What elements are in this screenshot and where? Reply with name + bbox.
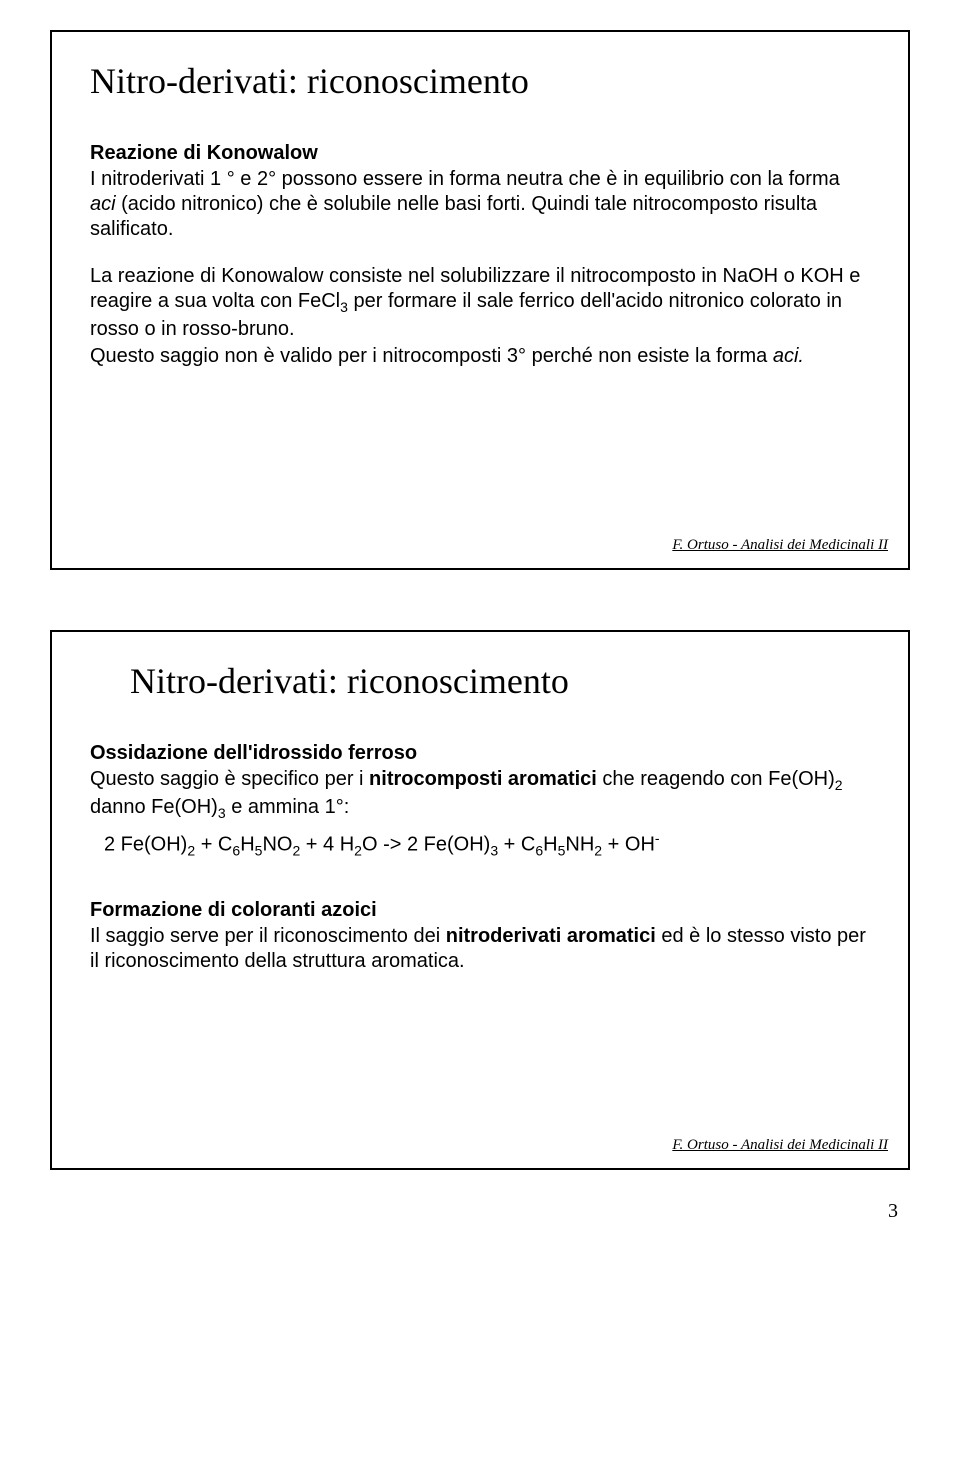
- paragraph: Questo saggio è specifico per i nitrocom…: [90, 767, 870, 822]
- text: e ammina 1°:: [226, 796, 350, 818]
- text: Questo saggio è specifico per i: [90, 768, 369, 790]
- eq-term: H: [543, 834, 557, 856]
- text: Questo saggio non è valido per i nitroco…: [90, 345, 773, 367]
- paragraph: I nitroderivati 1 ° e 2° possono essere …: [90, 167, 870, 242]
- italic-text: aci: [90, 193, 121, 215]
- slide-1: Nitro-derivati: riconoscimento Reazione …: [50, 30, 910, 570]
- section-heading: Formazione di coloranti azoici: [90, 899, 870, 922]
- chemical-equation: 2 Fe(OH)2 + C6H5NO2 + 4 H2O -> 2 Fe(OH)3…: [104, 830, 870, 859]
- subscript: 2: [835, 777, 843, 793]
- eq-term: + C: [498, 834, 535, 856]
- slide-footer: F. Ortuso - Analisi dei Medicinali II: [672, 1137, 888, 1154]
- eq-term: 2 Fe(OH): [104, 834, 187, 856]
- bold-text: nitrocomposti aromatici: [369, 768, 597, 790]
- subscript: 6: [535, 843, 543, 859]
- slide-footer: F. Ortuso - Analisi dei Medicinali II: [672, 537, 888, 554]
- section-heading: Ossidazione dell'idrossido ferroso: [90, 742, 870, 765]
- text: I nitroderivati 1 ° e 2° possono essere …: [90, 168, 840, 190]
- subscript: 2: [354, 843, 362, 859]
- subscript: 3: [218, 805, 226, 821]
- eq-term: + 4 H: [300, 834, 354, 856]
- section-heading: Reazione di Konowalow: [90, 142, 870, 165]
- document-page: Nitro-derivati: riconoscimento Reazione …: [0, 0, 960, 1243]
- paragraph: Questo saggio non è valido per i nitroco…: [90, 344, 870, 369]
- text: danno Fe(OH): [90, 796, 218, 818]
- eq-term: O -> 2 Fe(OH): [362, 834, 490, 856]
- bold-text: nitroderivati aromatici: [446, 925, 656, 947]
- subscript: 3: [490, 843, 498, 859]
- page-number: 3: [50, 1200, 910, 1223]
- eq-term: NH: [565, 834, 594, 856]
- eq-term: NO: [262, 834, 292, 856]
- subscript: 2: [187, 843, 195, 859]
- subscript: 3: [340, 299, 348, 315]
- subscript: 2: [594, 843, 602, 859]
- paragraph: La reazione di Konowalow consiste nel so…: [90, 264, 870, 342]
- slide-2: Nitro-derivati: riconoscimento Ossidazio…: [50, 630, 910, 1170]
- text: (acido nitronico) che è solubile nelle b…: [90, 193, 817, 240]
- paragraph: Il saggio serve per il riconoscimento de…: [90, 924, 870, 974]
- italic-text: aci.: [773, 345, 804, 367]
- eq-term: + C: [195, 834, 232, 856]
- text: che reagendo con Fe(OH): [597, 768, 835, 790]
- text: Il saggio serve per il riconoscimento de…: [90, 925, 446, 947]
- slide-title: Nitro-derivati: riconoscimento: [130, 660, 870, 702]
- slide-title: Nitro-derivati: riconoscimento: [90, 60, 870, 102]
- superscript: -: [655, 830, 660, 846]
- eq-term: H: [240, 834, 254, 856]
- eq-term: + OH: [602, 834, 655, 856]
